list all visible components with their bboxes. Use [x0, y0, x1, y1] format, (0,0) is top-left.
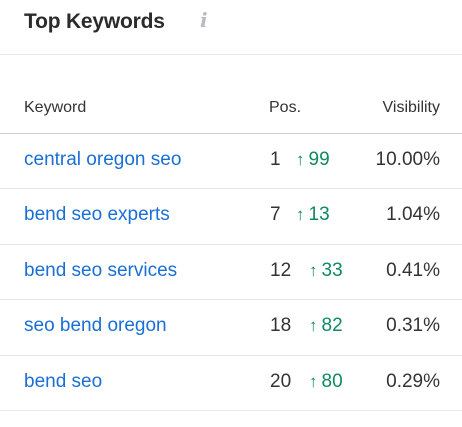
arrow-up-icon: ↑: [309, 371, 318, 391]
position-value: 12: [270, 259, 292, 281]
info-icon[interactable]: i: [200, 8, 208, 32]
table-header: Keyword Pos. Visibility: [0, 88, 462, 134]
table-row: bend seo services 12 ↑ 33 0.41%: [0, 245, 462, 301]
position-change: ↑ 33: [309, 260, 355, 282]
arrow-up-icon: ↑: [309, 260, 318, 280]
keyword-link[interactable]: bend seo services: [24, 259, 178, 281]
keyword-link[interactable]: central oregon seo: [24, 149, 182, 170]
keyword-link[interactable]: bend seo: [24, 370, 103, 392]
position-value: 7: [270, 204, 281, 226]
visibility-value: 0.41%: [386, 259, 440, 281]
arrow-up-icon: ↑: [296, 150, 305, 169]
position-value: 18: [270, 315, 292, 337]
table-row: central oregon seo 1 ↑ 99 10.00%: [0, 134, 462, 190]
arrow-up-icon: ↑: [309, 316, 318, 336]
position-change: ↑ 82: [309, 315, 355, 337]
arrow-up-icon: ↑: [296, 205, 305, 225]
visibility-value: 0.31%: [386, 315, 440, 337]
column-header-visibility[interactable]: Visibility: [382, 99, 441, 116]
position-change-value: 13: [308, 204, 330, 226]
position-change: ↑ 99: [296, 149, 346, 171]
table-row: seo bend oregon 18 ↑ 82 0.31%: [0, 300, 462, 356]
position-change-value: 80: [321, 370, 343, 392]
keyword-table-body: central oregon seo 1 ↑ 99 10.00% bend seo…: [0, 134, 462, 411]
position-change: ↑ 80: [309, 371, 355, 393]
position-value: 1: [270, 149, 281, 170]
position-value: 20: [270, 370, 292, 392]
position-change: ↑ 13: [296, 204, 346, 226]
widget-title: Top Keywords: [24, 10, 165, 33]
column-header-pos[interactable]: Pos.: [269, 99, 302, 116]
position-change-value: 99: [308, 149, 330, 170]
table-row: bend seo experts 7 ↑ 13 1.04%: [0, 189, 462, 245]
column-header-keyword[interactable]: Keyword: [24, 99, 87, 116]
visibility-value: 0.29%: [386, 370, 440, 392]
position-change-value: 82: [321, 315, 343, 337]
widget-header: Top Keywords i: [0, 0, 462, 55]
table-row: bend seo 20 ↑ 80 0.29%: [0, 356, 462, 411]
position-change-value: 33: [321, 259, 343, 281]
keyword-link[interactable]: bend seo experts: [24, 204, 170, 226]
visibility-value: 1.04%: [386, 204, 440, 226]
keyword-link[interactable]: seo bend oregon: [24, 315, 167, 337]
visibility-value: 10.00%: [375, 149, 440, 170]
